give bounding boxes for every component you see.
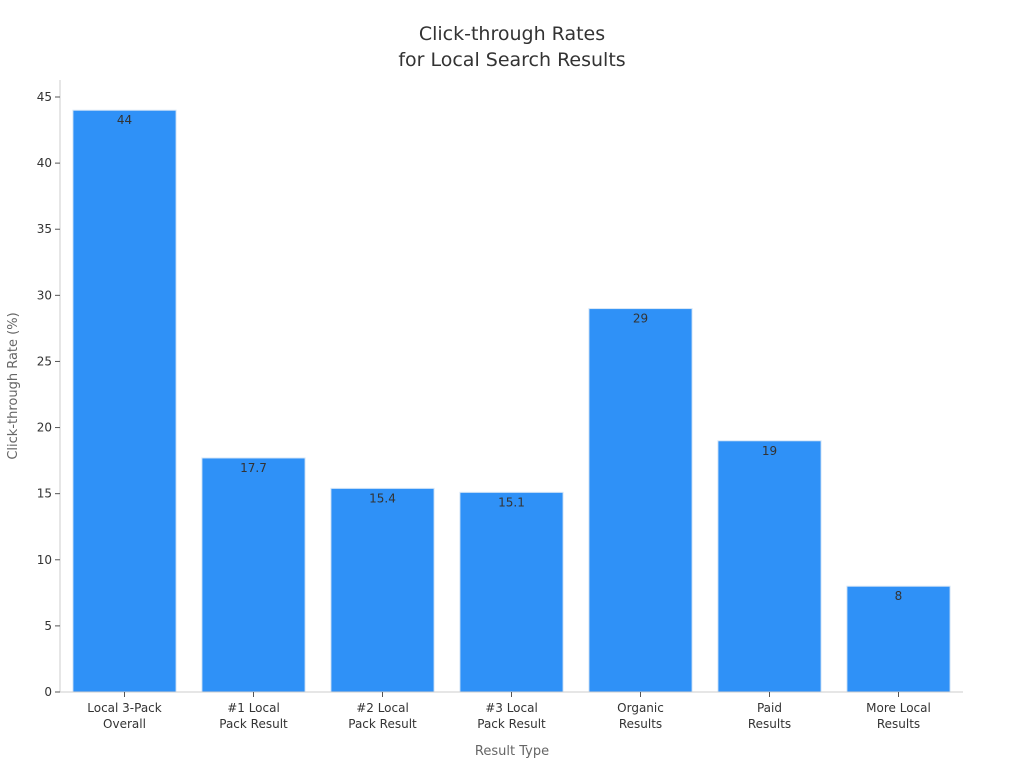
y-tick-label-2: 10	[37, 553, 52, 567]
x-tick-label-3-line-0: #3 Local	[485, 701, 538, 715]
x-tick-label-5-line-0: Paid	[757, 701, 782, 715]
chart-title-line-1: Click-through Rates	[419, 23, 605, 45]
x-tick-label-0-line-0: Local 3-Pack	[87, 701, 162, 715]
bar-6	[846, 585, 951, 693]
bar-data-label-2: 15.4	[369, 491, 396, 505]
bars-layer	[72, 109, 951, 693]
y-tick-label-9: 45	[37, 90, 52, 104]
y-tick-label-3: 15	[37, 487, 52, 501]
bar-1	[201, 457, 306, 693]
bar-2	[330, 487, 435, 693]
x-tick-label-2-line-1: Pack Result	[348, 717, 417, 731]
bar-5	[717, 440, 822, 693]
x-tick-label-4-line-0: Organic	[617, 701, 664, 715]
data-labels-layer: 44 17.7 15.4 15.1 29 19 8	[117, 113, 902, 603]
x-tick-label-6-line-1: Results	[877, 717, 920, 731]
x-categories-layer: Local 3-Pack Overall #1 Local Pack Result #2…	[87, 692, 931, 731]
x-tick-label-0-line-1: Overall	[103, 717, 146, 731]
y-tick-label-8: 40	[37, 156, 52, 170]
bar-data-label-5: 19	[762, 444, 777, 458]
y-tick-label-6: 30	[37, 288, 52, 302]
bar-4	[588, 308, 693, 693]
bar-3	[459, 491, 564, 693]
x-tick-label-6-line-0: More Local	[866, 701, 931, 715]
bar-0	[72, 109, 177, 693]
y-tick-label-7: 35	[37, 222, 52, 236]
x-tick-label-3-line-1: Pack Result	[477, 717, 546, 731]
bar-data-label-4: 29	[633, 312, 648, 326]
bar-data-label-0: 44	[117, 113, 132, 127]
x-axis-title: Result Type	[475, 744, 549, 759]
x-tick-label-5-line-1: Results	[748, 717, 791, 731]
y-tick-label-4: 20	[37, 421, 52, 435]
x-tick-label-1-line-1: Pack Result	[219, 717, 288, 731]
y-tick-label-1: 5	[44, 619, 52, 633]
y-tick-label-0: 0	[44, 685, 52, 699]
x-tick-label-2-line-0: #2 Local	[356, 701, 409, 715]
y-ticks-layer: 0 5 10 15 20 25 30 35 40 45	[37, 90, 60, 699]
bar-data-label-3: 15.1	[498, 495, 525, 509]
y-tick-label-5: 25	[37, 354, 52, 368]
bar-data-label-1: 17.7	[240, 461, 267, 475]
y-axis-title: Click-through Rate (%)	[6, 312, 21, 459]
x-tick-label-1-line-0: #1 Local	[227, 701, 280, 715]
chart-title-line-2: for Local Search Results	[398, 49, 625, 71]
x-tick-label-4-line-1: Results	[619, 717, 662, 731]
bar-data-label-6: 8	[895, 589, 903, 603]
